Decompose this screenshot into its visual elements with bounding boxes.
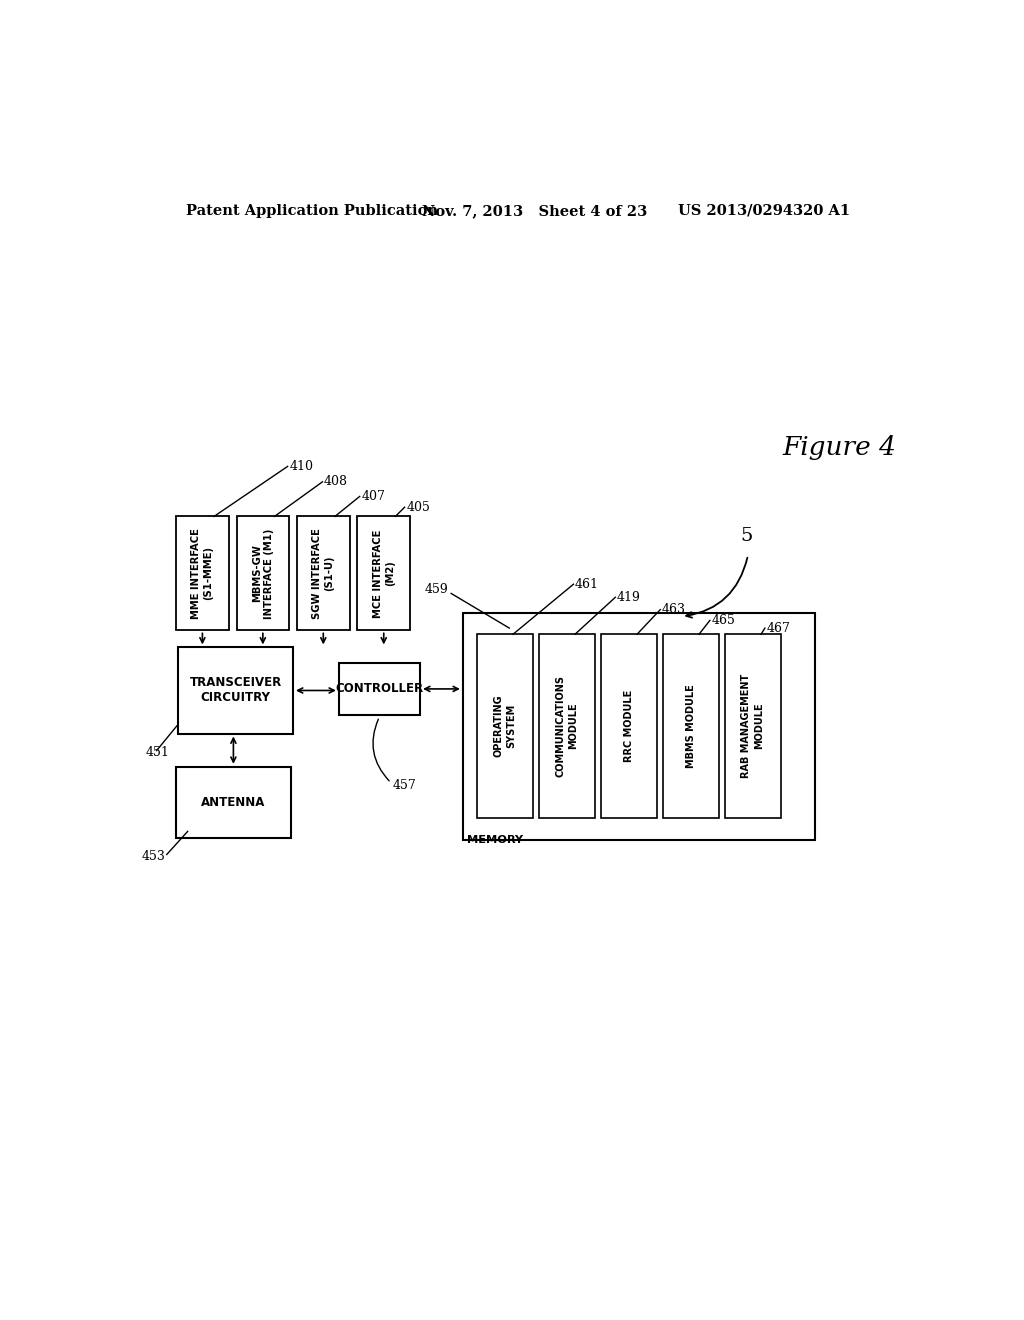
Text: MBMS-GW
INTERFACE (M1): MBMS-GW INTERFACE (M1) (252, 528, 274, 619)
Bar (176, 767, 291, 838)
Bar (297, 516, 349, 631)
Text: OPERATING
SYSTEM: OPERATING SYSTEM (494, 694, 516, 758)
Text: 408: 408 (324, 475, 348, 488)
Text: 463: 463 (662, 603, 686, 616)
Text: ANTENNA: ANTENNA (201, 796, 265, 809)
Text: MEMORY: MEMORY (467, 836, 523, 845)
Bar (176, 516, 228, 631)
Bar (463, 612, 815, 840)
Text: 419: 419 (616, 591, 641, 603)
Text: COMMUNICATIONS
MODULE: COMMUNICATIONS MODULE (555, 675, 578, 777)
Bar (477, 635, 532, 817)
Text: 453: 453 (141, 850, 165, 862)
Bar (601, 635, 656, 817)
Text: 405: 405 (407, 500, 430, 513)
Text: Patent Application Publication: Patent Application Publication (186, 203, 438, 218)
Bar (237, 516, 289, 631)
Text: RRC MODULE: RRC MODULE (624, 690, 634, 762)
Text: 451: 451 (145, 746, 170, 759)
Text: 5: 5 (740, 527, 753, 545)
Text: MME INTERFACE
(S1-MME): MME INTERFACE (S1-MME) (191, 528, 214, 619)
Text: US 2013/0294320 A1: US 2013/0294320 A1 (678, 203, 850, 218)
Bar (339, 663, 420, 715)
Text: 465: 465 (712, 614, 735, 627)
Text: Nov. 7, 2013   Sheet 4 of 23: Nov. 7, 2013 Sheet 4 of 23 (423, 203, 648, 218)
Text: 410: 410 (289, 459, 313, 473)
Text: 457: 457 (392, 779, 417, 792)
Text: 407: 407 (361, 490, 385, 503)
Text: 461: 461 (575, 578, 599, 591)
Bar (357, 516, 410, 631)
Bar (725, 635, 780, 817)
Bar (178, 647, 293, 734)
Text: Figure 4: Figure 4 (783, 434, 897, 459)
Text: 467: 467 (766, 622, 791, 635)
Text: MBMS MODULE: MBMS MODULE (686, 684, 695, 768)
Text: MCE INTERFACE
(M2): MCE INTERFACE (M2) (373, 529, 395, 618)
Text: CONTROLLER: CONTROLLER (336, 682, 424, 696)
Text: 459: 459 (425, 583, 449, 597)
Bar (663, 635, 719, 817)
Text: TRANSCEIVER
CIRCUITRY: TRANSCEIVER CIRCUITRY (189, 676, 282, 705)
Bar (539, 635, 595, 817)
Text: RAB MANAGEMENT
MODULE: RAB MANAGEMENT MODULE (741, 673, 764, 777)
Text: SGW INTERFACE
(S1-U): SGW INTERFACE (S1-U) (312, 528, 335, 619)
